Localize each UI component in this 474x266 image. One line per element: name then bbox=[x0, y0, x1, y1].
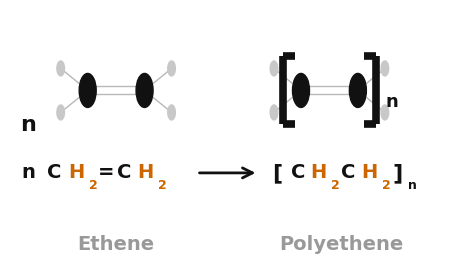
Ellipse shape bbox=[381, 61, 389, 76]
Text: H: H bbox=[137, 163, 154, 182]
Text: C: C bbox=[47, 163, 62, 182]
Text: n: n bbox=[408, 179, 417, 192]
Ellipse shape bbox=[270, 61, 278, 76]
Text: Polyethene: Polyethene bbox=[279, 235, 403, 254]
Text: =: = bbox=[98, 163, 115, 182]
Ellipse shape bbox=[168, 61, 175, 76]
Text: H: H bbox=[310, 163, 327, 182]
Text: 2: 2 bbox=[331, 179, 340, 192]
Text: 2: 2 bbox=[382, 179, 391, 192]
Text: H: H bbox=[68, 163, 84, 182]
Ellipse shape bbox=[57, 61, 64, 76]
Text: H: H bbox=[361, 163, 377, 182]
Ellipse shape bbox=[292, 73, 310, 107]
Text: C: C bbox=[341, 163, 356, 182]
Text: 2: 2 bbox=[158, 179, 166, 192]
Ellipse shape bbox=[168, 105, 175, 120]
Ellipse shape bbox=[270, 105, 278, 120]
Text: C: C bbox=[291, 163, 305, 182]
Text: C: C bbox=[117, 163, 131, 182]
Text: Ethene: Ethene bbox=[78, 235, 155, 254]
Ellipse shape bbox=[349, 73, 366, 107]
Text: ]: ] bbox=[392, 163, 402, 183]
Ellipse shape bbox=[381, 105, 389, 120]
Text: 2: 2 bbox=[89, 179, 97, 192]
Text: [: [ bbox=[273, 163, 283, 183]
Ellipse shape bbox=[136, 73, 153, 107]
Ellipse shape bbox=[79, 73, 96, 107]
Ellipse shape bbox=[57, 105, 64, 120]
Text: n: n bbox=[386, 93, 399, 111]
Text: n: n bbox=[20, 115, 36, 135]
Text: n: n bbox=[21, 163, 35, 182]
